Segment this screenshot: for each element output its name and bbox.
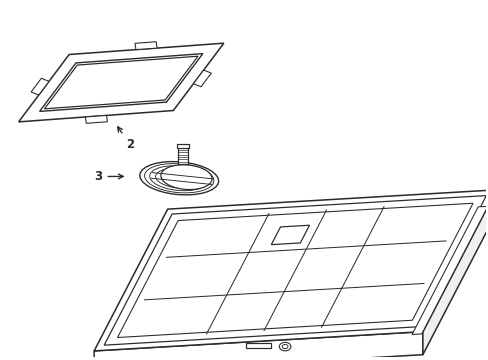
Polygon shape — [94, 332, 422, 360]
Polygon shape — [44, 56, 198, 109]
Polygon shape — [40, 54, 203, 112]
Ellipse shape — [144, 163, 213, 193]
Polygon shape — [94, 190, 488, 351]
Ellipse shape — [140, 162, 218, 195]
Polygon shape — [193, 70, 211, 87]
Text: 3: 3 — [94, 170, 123, 183]
Polygon shape — [246, 343, 270, 348]
Polygon shape — [31, 78, 49, 95]
Polygon shape — [104, 195, 486, 345]
Circle shape — [282, 345, 287, 349]
Polygon shape — [117, 203, 472, 338]
Bar — [178, 146, 187, 163]
Ellipse shape — [149, 166, 208, 191]
Ellipse shape — [155, 168, 203, 188]
Polygon shape — [411, 206, 487, 334]
Polygon shape — [271, 225, 309, 245]
Polygon shape — [85, 116, 107, 123]
Polygon shape — [135, 42, 157, 50]
Polygon shape — [19, 43, 224, 122]
Polygon shape — [422, 190, 488, 355]
Text: 2: 2 — [118, 127, 134, 151]
Text: 1: 1 — [0, 359, 1, 360]
Bar — [177, 144, 189, 148]
Ellipse shape — [161, 165, 212, 190]
Circle shape — [279, 342, 290, 351]
